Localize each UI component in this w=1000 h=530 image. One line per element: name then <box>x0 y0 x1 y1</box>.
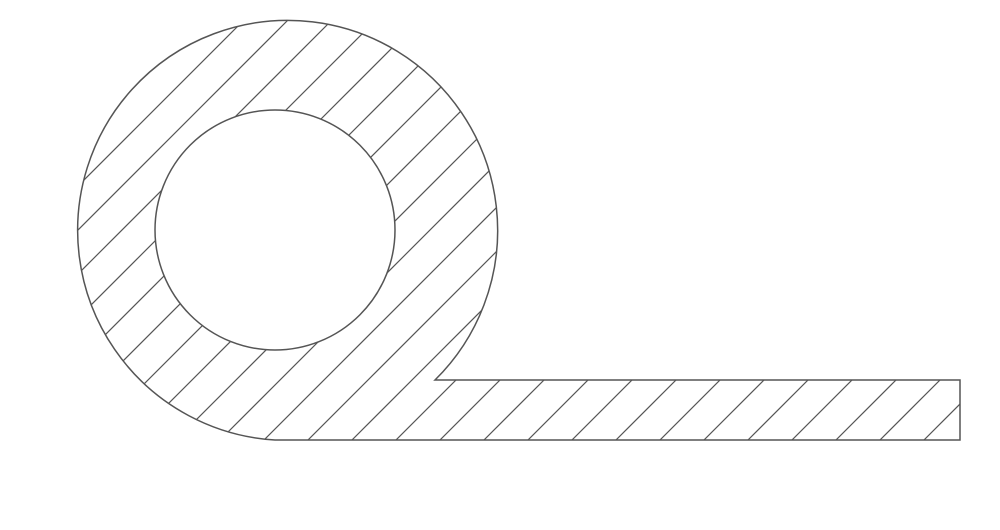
inner-bore-outline <box>155 110 395 350</box>
outer-outline <box>78 20 960 440</box>
hatch-fill <box>0 0 1000 530</box>
diagram-svg <box>0 0 1000 530</box>
cross-section-diagram <box>0 0 1000 530</box>
